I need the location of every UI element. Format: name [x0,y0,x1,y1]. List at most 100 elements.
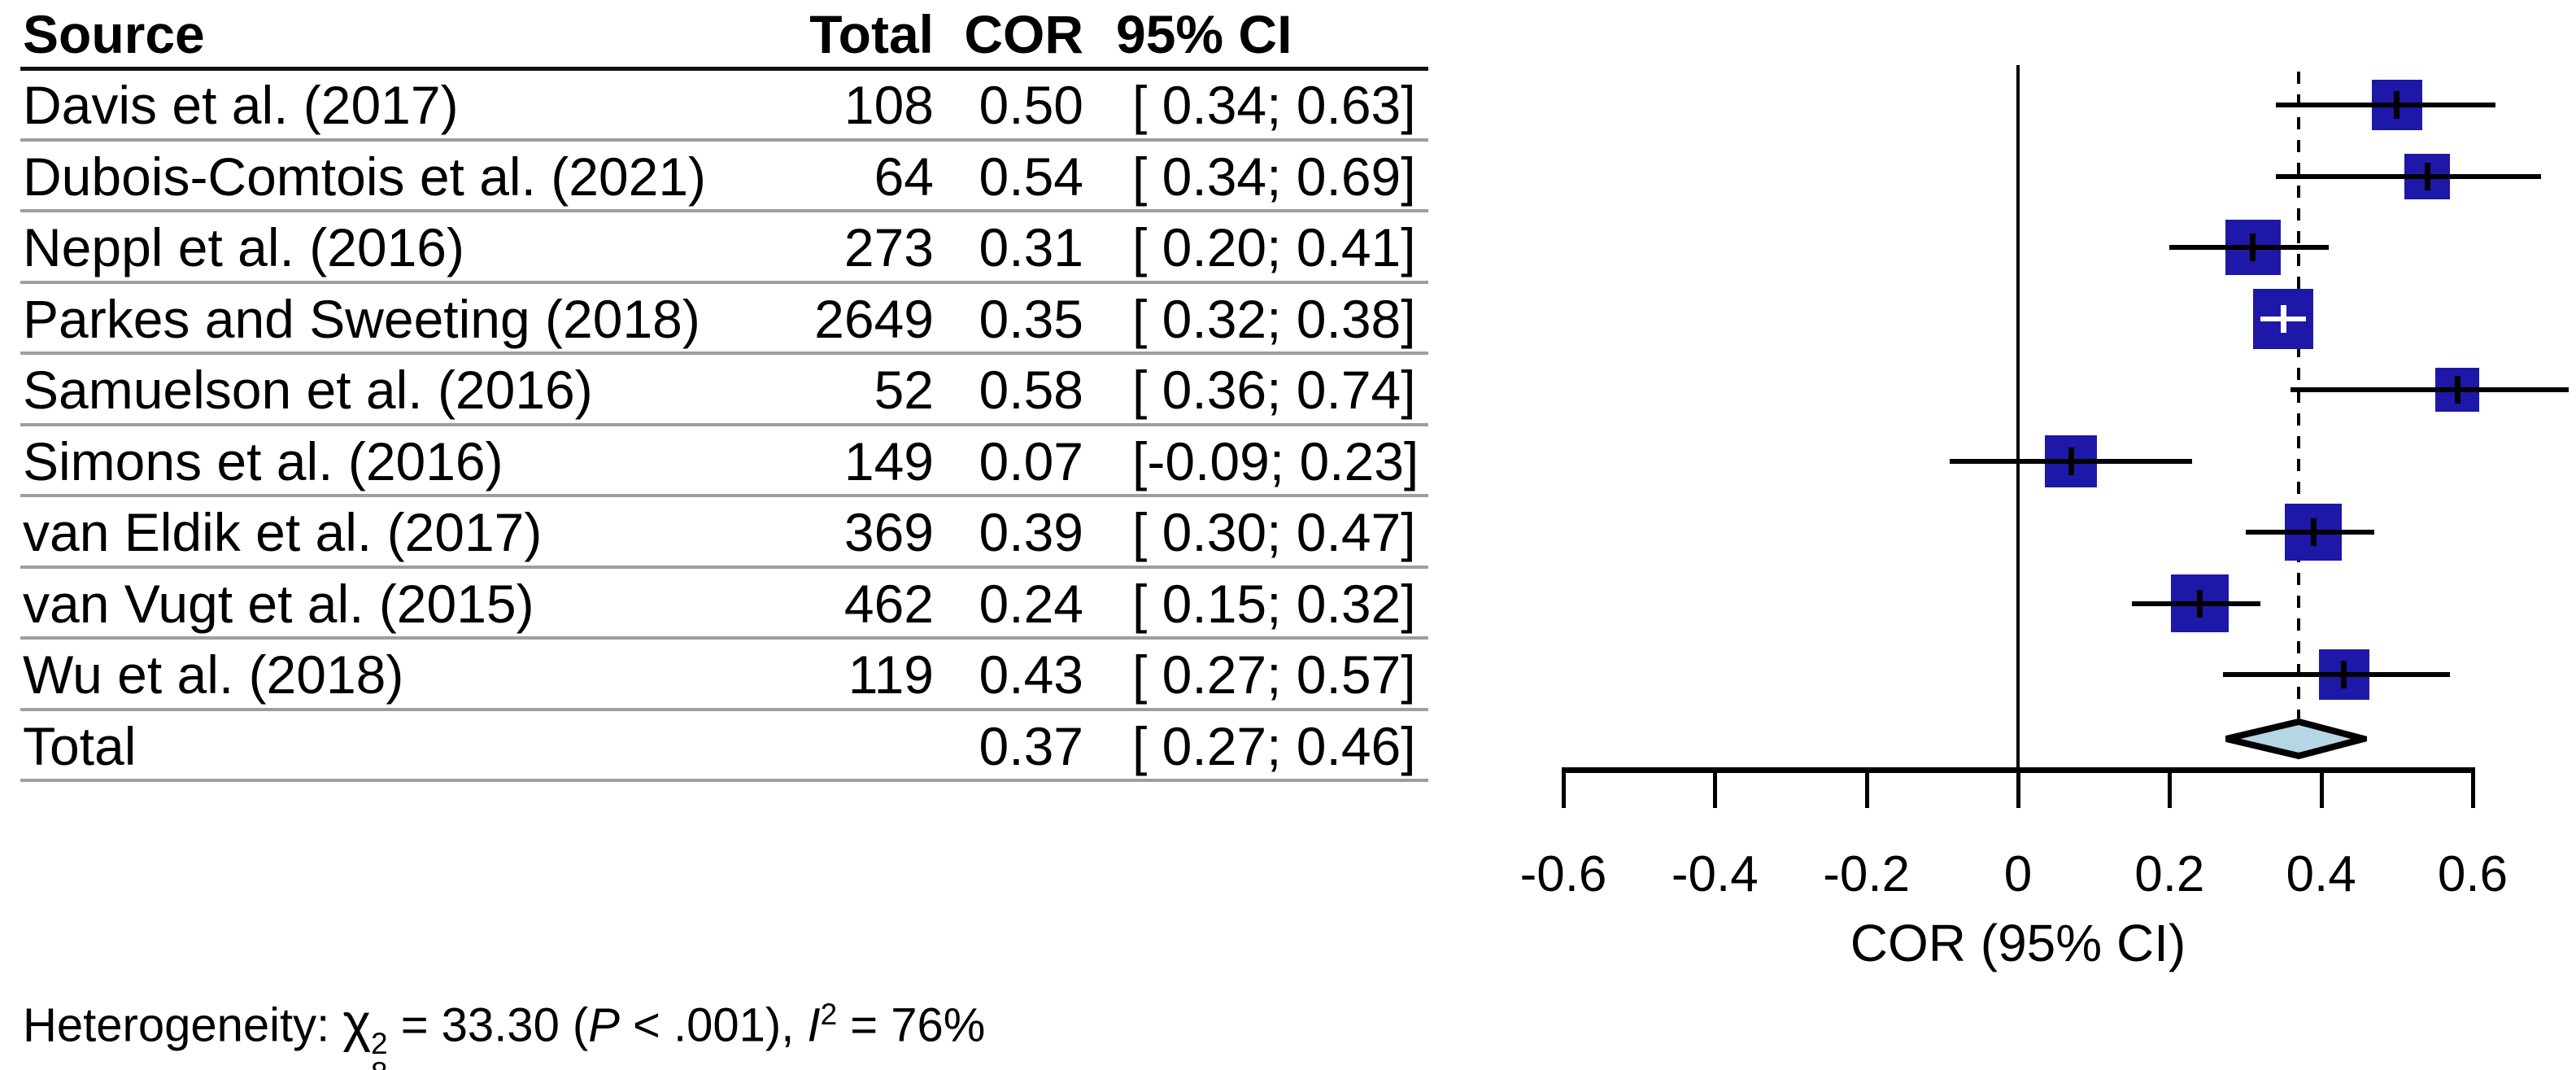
table-row: Simons et al. (2016) 149 0.07 [-0.09; 0.23] [0,426,1432,497]
axis-tick [1561,767,1566,808]
row-separator [20,422,1428,426]
source-cell: Neppl et al. (2016) [23,217,464,277]
ci-line [2131,601,2261,606]
source-cell: Dubois-Comtois et al. (2021) [23,146,707,207]
effect-center-tick [2341,661,2347,688]
summary-diamond [2225,718,2367,759]
ci-line [2245,530,2374,535]
ci-line [2275,103,2495,107]
total-cell [724,710,934,782]
heterogeneity-mid1: = 33.30 ( [387,998,589,1052]
ci-cell: [ 0.20; 0.41] [1132,217,1416,277]
axis-tick [1713,767,1718,808]
table-row: Parkes and Sweeting (2018) 2649 0.35 [ 0.32… [0,283,1432,355]
chi-scripts: 28 [371,1029,388,1070]
chi-subscript: 8 [371,1058,388,1070]
cor-cell: 0.31 [979,217,1083,277]
effect-center-tick [2197,589,2203,618]
heterogeneity-note: Heterogeneity: χ28 = 33.30 (P < .001), I… [23,978,985,1070]
row-separator [20,280,1428,284]
table-row: Total 0.37 [ 0.27; 0.46] [0,710,1432,782]
ci-line [2169,245,2329,250]
axis-tick-label: 0 [2003,846,2033,902]
total-cell: 108 [843,75,934,135]
summary-diamond-shape [2225,718,2367,759]
ci-cell: [ 0.15; 0.32] [1132,573,1416,634]
effect-center-tick [2454,376,2460,404]
effect-center-tick [2068,447,2074,475]
row-separator [20,138,1428,142]
source-cell: Total [23,715,137,776]
cor-cell: 0.58 [979,360,1083,420]
table-row: Davis et al. (2017) 108 0.50 [ 0.34; 0.63] [0,69,1432,141]
source-cell: Parkes and Sweeting (2018) [23,288,700,349]
table-row: Wu et al. (2018) 119 0.43 [ 0.27; 0.57] [0,639,1432,710]
cor-cell: 0.54 [979,146,1083,207]
total-cell: 2649 [814,288,934,349]
cor-cell: 0.43 [979,644,1083,705]
table-row: van Eldik et al. (2017) 369 0.39 [ 0.30; 0.… [0,496,1432,568]
row-separator [20,352,1428,355]
summary-dashed-line [2296,72,2300,718]
axis-tick-label: -0.6 [1519,846,1607,902]
ci-cell: [ 0.30; 0.47] [1132,502,1416,562]
cor-cell: 0.24 [979,573,1083,634]
effect-center-tick [2310,518,2317,546]
ci-cell: [ 0.32; 0.38] [1132,288,1416,349]
ci-cell: [ 0.27; 0.46] [1132,715,1416,776]
ci-cell: [ 0.34; 0.63] [1132,75,1416,135]
header-rule [20,67,1428,71]
i-squared-superscript: 2 [820,998,838,1031]
source-cell: Wu et al. (2018) [23,644,404,705]
axis-tick [2319,767,2324,808]
total-cell: 273 [843,217,934,277]
ci-cell: [ 0.36; 0.74] [1132,360,1416,420]
cor-cell: 0.37 [979,715,1083,776]
row-separator [20,779,1428,782]
axis-tick-label: 0.2 [2134,846,2205,902]
row-separator [20,636,1428,640]
axis-tick-label: 0.4 [2286,846,2356,902]
table-row: Neppl et al. (2016) 273 0.31 [ 0.20; 0.41] [0,212,1432,283]
axis-tick [1864,767,1869,808]
table-row: Samuelson et al. (2016) 52 0.58 [ 0.36; 0.7… [0,354,1432,426]
effect-center-tick [2280,304,2286,333]
total-cell: 462 [843,573,934,634]
effect-center-tick [2394,91,2400,119]
axis-tick-label: -0.2 [1823,846,1911,902]
heterogeneity-mid2: < .001), [619,998,808,1052]
table-row: Dubois-Comtois et al. (2021) 64 0.54 [ 0.34… [0,141,1432,212]
effect-center-tick [2424,162,2430,190]
source-cell: Simons et al. (2016) [23,430,503,491]
source-cell: van Vugt et al. (2015) [23,573,534,634]
column-header-total: Total [809,4,934,64]
total-cell: 119 [848,644,934,705]
row-separator [20,707,1428,711]
ci-cell: [ 0.27; 0.57] [1132,644,1416,705]
row-separator [20,494,1428,497]
total-cell: 369 [843,502,934,562]
p-symbol: P [588,998,620,1052]
column-header-cor: COR [964,4,1083,64]
x-axis-label: COR (95% CI) [1850,914,2186,972]
effect-center-tick [2250,234,2256,261]
cor-cell: 0.39 [979,502,1083,562]
cor-cell: 0.50 [979,75,1083,135]
axis-tick-label: -0.4 [1671,846,1759,902]
row-separator [20,565,1428,569]
i-squared-symbol: I [807,998,821,1052]
total-cell: 64 [874,146,934,207]
axis-tick [2016,767,2020,808]
source-cell: van Eldik et al. (2017) [23,502,543,562]
axis-tick [2168,767,2173,808]
chi-superscript: 2 [371,1027,388,1061]
ci-cell: [ 0.34; 0.69] [1132,146,1416,207]
zero-reference-line [2016,65,2020,771]
column-header-ci: 95% CI [1116,4,1292,64]
cor-cell: 0.35 [979,288,1083,349]
heterogeneity-tail: = 76% [837,998,986,1052]
axis-tick [2471,767,2475,808]
row-separator [20,209,1428,212]
axis-tick-label: 0.6 [2437,846,2508,902]
